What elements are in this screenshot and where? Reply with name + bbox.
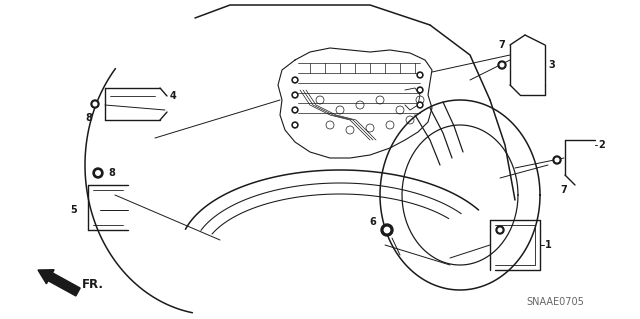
Circle shape — [292, 107, 298, 113]
Circle shape — [419, 74, 421, 76]
Text: 8: 8 — [108, 168, 115, 178]
Text: 6: 6 — [369, 217, 376, 227]
Circle shape — [419, 104, 421, 106]
Circle shape — [553, 156, 561, 164]
Text: 4: 4 — [170, 91, 177, 101]
Circle shape — [292, 92, 298, 98]
Circle shape — [96, 171, 100, 175]
Text: 3: 3 — [548, 60, 555, 70]
Circle shape — [381, 224, 393, 236]
Circle shape — [294, 109, 296, 111]
Circle shape — [384, 227, 390, 233]
Circle shape — [498, 228, 502, 232]
Text: 7: 7 — [560, 185, 567, 195]
Circle shape — [498, 61, 506, 69]
Circle shape — [496, 226, 504, 234]
Text: FR.: FR. — [82, 278, 104, 292]
Text: 2: 2 — [598, 140, 605, 150]
Circle shape — [294, 79, 296, 81]
Circle shape — [292, 77, 298, 83]
FancyArrow shape — [38, 270, 80, 296]
Circle shape — [556, 158, 559, 162]
Circle shape — [93, 168, 103, 178]
Circle shape — [419, 89, 421, 91]
Circle shape — [91, 100, 99, 108]
Circle shape — [417, 87, 423, 93]
Circle shape — [417, 102, 423, 108]
Text: 1: 1 — [545, 240, 552, 250]
Circle shape — [294, 94, 296, 96]
Circle shape — [294, 124, 296, 126]
Text: SNAAE0705: SNAAE0705 — [526, 297, 584, 307]
Text: 5: 5 — [70, 205, 77, 215]
Circle shape — [93, 102, 97, 106]
Circle shape — [417, 72, 423, 78]
Circle shape — [500, 63, 504, 67]
Circle shape — [292, 122, 298, 128]
Text: 8: 8 — [85, 113, 92, 123]
Text: 7: 7 — [498, 40, 505, 50]
